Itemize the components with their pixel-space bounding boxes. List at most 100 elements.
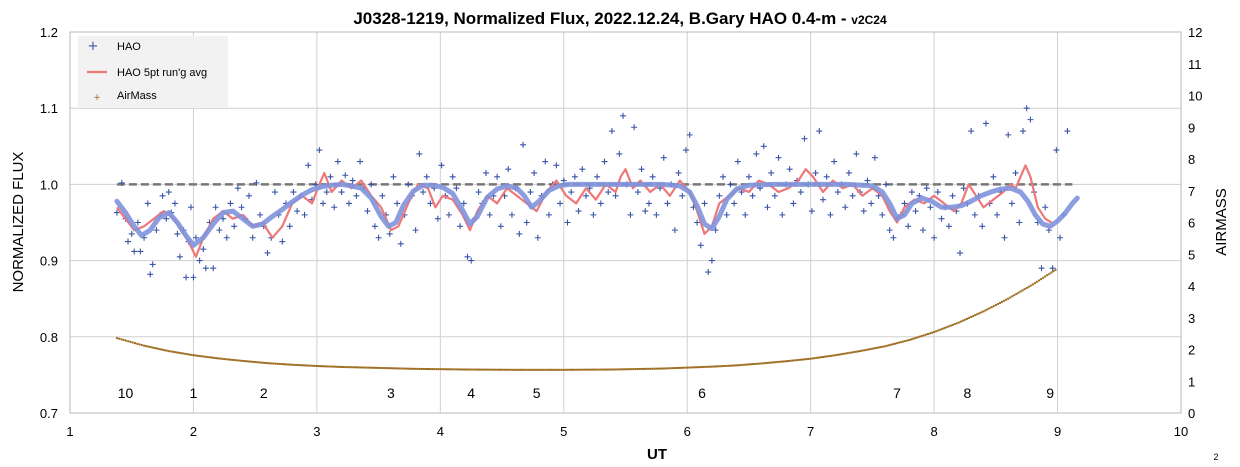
hao-point bbox=[334, 158, 341, 165]
airmass-point bbox=[875, 346, 878, 349]
airmass-point bbox=[350, 366, 353, 369]
hao-point bbox=[364, 208, 371, 215]
hao-point bbox=[531, 169, 538, 176]
airmass-point bbox=[605, 368, 608, 371]
hao-point bbox=[423, 173, 430, 180]
hao-point bbox=[468, 257, 475, 264]
airmass-point bbox=[762, 362, 765, 365]
hao-point bbox=[638, 166, 645, 173]
airmass-point bbox=[632, 368, 635, 371]
airmass-point bbox=[616, 368, 619, 371]
airmass-point bbox=[400, 367, 403, 370]
hao-point bbox=[390, 173, 397, 180]
y2-tick-label: 7 bbox=[1188, 184, 1195, 199]
airmass-point bbox=[120, 338, 123, 341]
hao-point bbox=[590, 211, 597, 218]
event-label: 6 bbox=[698, 385, 706, 401]
airmass-point bbox=[115, 337, 118, 340]
corner-note: 2 bbox=[1213, 452, 1218, 462]
airmass-point bbox=[490, 368, 493, 371]
y-tick-label: 0.9 bbox=[40, 254, 58, 269]
hao-point bbox=[386, 230, 393, 237]
airmass-point bbox=[433, 368, 436, 371]
hao-point bbox=[420, 189, 427, 196]
airmass-point bbox=[1019, 290, 1022, 293]
airmass-point bbox=[764, 362, 767, 365]
hao-point bbox=[305, 162, 312, 169]
hao-point bbox=[734, 158, 741, 165]
airmass-point bbox=[593, 368, 596, 371]
airmass-point bbox=[147, 345, 150, 348]
airmass-point bbox=[188, 353, 191, 356]
airmass-point bbox=[655, 367, 658, 370]
airmass-point bbox=[990, 306, 993, 309]
airmass-point bbox=[416, 367, 419, 370]
hao-point bbox=[745, 173, 752, 180]
airmass-point bbox=[1029, 284, 1032, 287]
hao-point bbox=[434, 215, 441, 222]
airmass-point bbox=[443, 368, 446, 371]
airmass-point bbox=[881, 345, 884, 348]
airmass-point bbox=[951, 323, 954, 326]
hao-point bbox=[149, 261, 156, 268]
airmass-point bbox=[885, 344, 888, 347]
airmass-point bbox=[694, 366, 697, 369]
airmass-point bbox=[924, 333, 927, 336]
airmass-point bbox=[373, 366, 376, 369]
airmass-point bbox=[566, 368, 569, 371]
legend-hao-label: HAO bbox=[117, 41, 141, 53]
airmass-point bbox=[943, 327, 946, 330]
airmass-point bbox=[994, 304, 997, 307]
hao-point bbox=[768, 169, 775, 176]
hao-point bbox=[159, 192, 166, 199]
airmass-point bbox=[887, 344, 890, 347]
airmass-point bbox=[143, 344, 146, 347]
hao-point bbox=[331, 204, 338, 211]
airmass-point bbox=[573, 368, 576, 371]
airmass-point bbox=[320, 365, 323, 368]
event-label: 3 bbox=[387, 385, 395, 401]
hao-point bbox=[316, 147, 323, 154]
hao-point bbox=[1005, 131, 1012, 138]
hao-point bbox=[564, 219, 571, 226]
hao-point bbox=[671, 227, 678, 234]
hao-point bbox=[1019, 128, 1026, 135]
hao-point bbox=[831, 158, 838, 165]
airmass-point bbox=[494, 368, 497, 371]
airmass-point bbox=[420, 367, 423, 370]
y2-tick-label: 3 bbox=[1188, 311, 1195, 326]
y-tick-label: 1.2 bbox=[40, 25, 58, 40]
hao-point bbox=[605, 189, 612, 196]
legend: + HAO HAO 5pt run'g avg + AirMass bbox=[78, 36, 228, 108]
hao-point bbox=[901, 200, 908, 207]
hao-point bbox=[553, 162, 560, 169]
airmass-point bbox=[280, 363, 283, 366]
airmass-point bbox=[540, 368, 543, 371]
airmass-point bbox=[297, 364, 300, 367]
airmass-point bbox=[838, 353, 841, 356]
airmass-point bbox=[264, 361, 267, 364]
hao-point bbox=[368, 181, 375, 188]
hao-point bbox=[820, 196, 827, 203]
airmass-point bbox=[173, 351, 176, 354]
chart-title: J0328-1219, Normalized Flux, 2022.12.24,… bbox=[353, 9, 887, 28]
airmass-point bbox=[819, 356, 822, 359]
airmass-point bbox=[379, 366, 382, 369]
hao-point bbox=[938, 215, 945, 222]
airmass-point bbox=[585, 368, 588, 371]
airmass-point bbox=[334, 365, 337, 368]
legend-airmass-marker: + bbox=[93, 93, 101, 103]
airmass-point bbox=[793, 359, 796, 362]
airmass-point bbox=[597, 368, 600, 371]
airmass-point bbox=[511, 368, 514, 371]
airmass-point bbox=[805, 358, 808, 361]
airmass-point bbox=[519, 368, 522, 371]
airmass-point bbox=[626, 368, 629, 371]
airmass-point bbox=[457, 368, 460, 371]
airmass-point bbox=[157, 347, 160, 350]
airmass-point bbox=[645, 367, 648, 370]
hao-point bbox=[542, 158, 549, 165]
airmass-point bbox=[208, 356, 211, 359]
x-tick-label: 10 bbox=[1174, 424, 1188, 439]
hao-point bbox=[125, 238, 132, 245]
